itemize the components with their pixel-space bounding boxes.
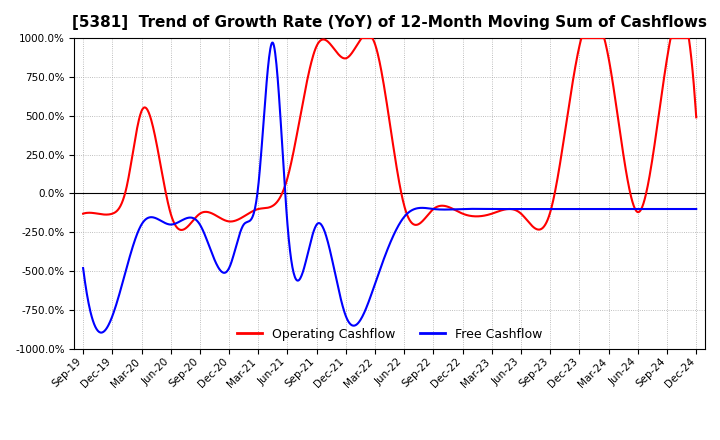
Legend: Operating Cashflow, Free Cashflow: Operating Cashflow, Free Cashflow: [232, 323, 547, 346]
Title: [5381]  Trend of Growth Rate (YoY) of 12-Month Moving Sum of Cashflows: [5381] Trend of Growth Rate (YoY) of 12-…: [72, 15, 707, 30]
